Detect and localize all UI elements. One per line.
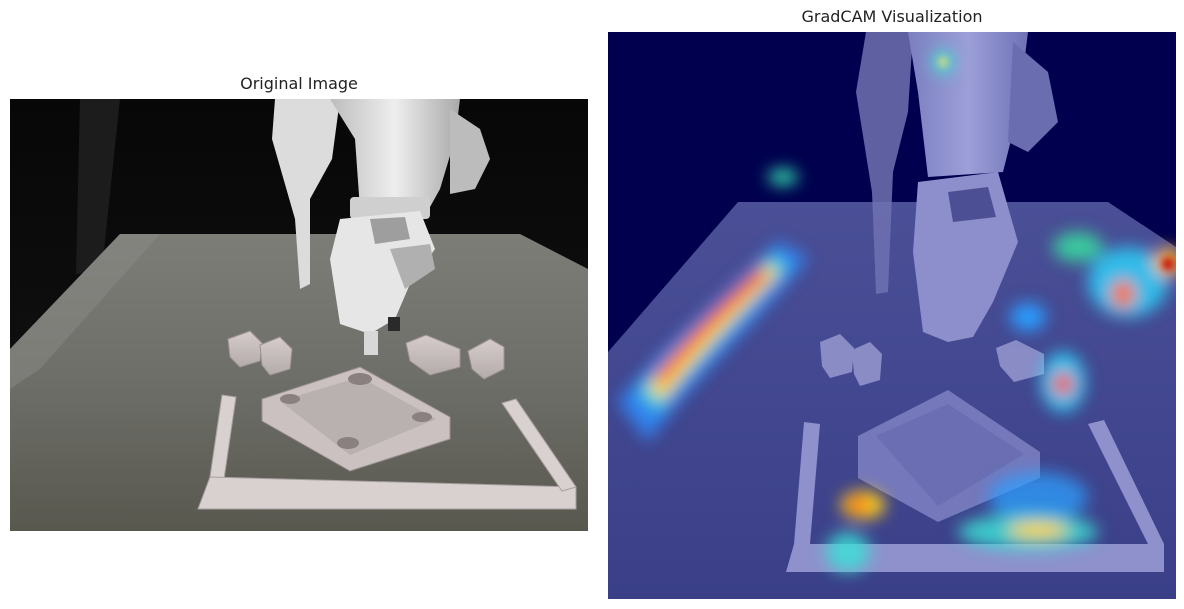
gradcam-visualization-title: GradCAM Visualization xyxy=(801,7,983,26)
gradcam-heatmap-image xyxy=(608,32,1176,599)
original-image xyxy=(10,99,588,531)
original-image-title: Original Image xyxy=(240,74,358,93)
